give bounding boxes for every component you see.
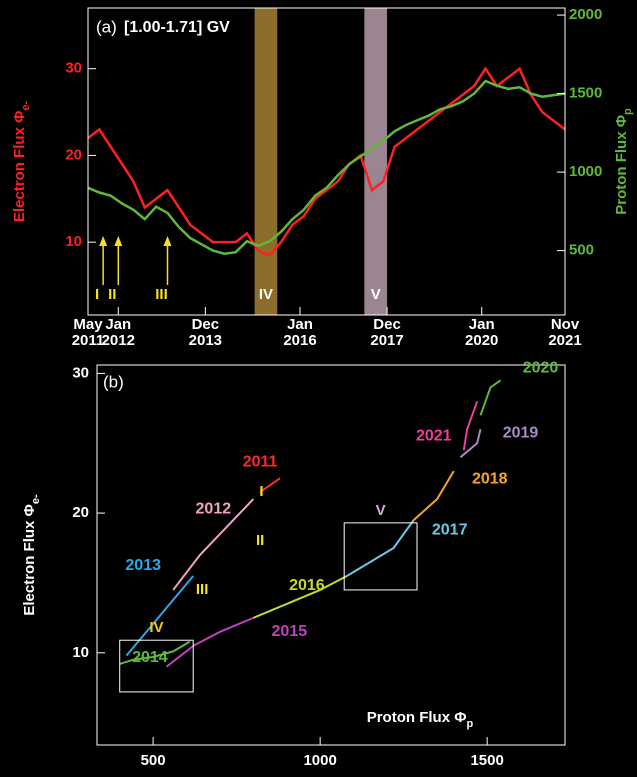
series-label: 2020 <box>523 360 559 377</box>
series-label: 2011 <box>243 453 278 470</box>
y2-tick-label: 500 <box>569 242 594 259</box>
annotation: II <box>256 532 264 549</box>
marker-arrowhead <box>114 236 123 246</box>
axis-label-sub: p <box>622 108 634 115</box>
axis-label: Proton Flux Φp <box>367 709 474 730</box>
x-tick-label-line: 2013 <box>189 332 222 349</box>
series-label: 2018 <box>472 470 508 487</box>
series-label: 2015 <box>272 623 308 640</box>
data-line <box>119 640 191 665</box>
y2-tick-label: 2000 <box>569 6 602 23</box>
plot-frame <box>87 7 566 316</box>
y-tick-label: 20 <box>65 146 82 163</box>
y-tick-label: 30 <box>72 364 89 381</box>
data-line <box>125 575 194 657</box>
x-tick-label: Nov 2021 <box>548 316 581 349</box>
x-tick-label-line: 2011 <box>72 332 105 349</box>
data-line <box>87 79 566 256</box>
shaded-period <box>364 8 388 315</box>
x-tick-label-line: 2012 <box>102 332 135 349</box>
y-tick-label: 30 <box>65 60 82 77</box>
axis-label-text: Electron Flux Φ <box>11 111 28 223</box>
region-box <box>119 639 194 693</box>
y2-tick-label: 1000 <box>569 163 602 180</box>
axis-label: Electron Flux Φe- <box>21 494 42 616</box>
axis-label: Electron Flux Φe- <box>11 101 32 223</box>
series-label: 2013 <box>125 557 161 574</box>
region-label: V <box>376 502 386 519</box>
series-label: 2012 <box>196 500 232 517</box>
x-tick-label: 1500 <box>470 752 503 769</box>
series-label: 2017 <box>432 521 468 538</box>
axis-label-text: Proton Flux Φ <box>613 115 630 215</box>
x-tick-label-line: 2020 <box>465 332 498 349</box>
panel-subtitle: [1.00-1.71] GV <box>124 19 230 36</box>
x-tick-label: Jan 2012 <box>102 316 135 349</box>
x-tick-label-line: Nov <box>551 316 580 333</box>
axis-label-sub: p <box>467 718 474 730</box>
x-tick-label: 1000 <box>303 752 336 769</box>
plot-frame <box>96 364 566 746</box>
data-line <box>479 379 502 416</box>
x-tick-label-line: Jan <box>287 316 313 333</box>
x-tick-label: 500 <box>141 752 166 769</box>
data-line <box>165 616 254 668</box>
x-tick-label: Jan 2016 <box>283 316 316 349</box>
x-tick-label-line: Dec <box>373 316 401 333</box>
x-tick-label: Dec 2017 <box>370 316 403 349</box>
axis-label-text: Proton Flux Φ <box>367 709 467 726</box>
marker-label: III <box>155 286 168 303</box>
marker-label: I <box>95 286 99 303</box>
x-tick-label-line: Jan <box>469 316 495 333</box>
series-label: 2019 <box>503 424 539 441</box>
x-tick-label-line: Jan <box>105 316 131 333</box>
region-label: IV <box>149 619 163 636</box>
x-tick-label: May 2011 <box>72 316 105 349</box>
y-tick-label: 10 <box>65 233 82 250</box>
axis-label-sub: e- <box>20 101 32 111</box>
x-tick-label-line: 2021 <box>548 332 581 349</box>
shaded-period <box>254 8 278 315</box>
data-line <box>87 66 566 257</box>
series-label: 2014 <box>132 649 168 666</box>
data-line <box>462 400 479 451</box>
data-line <box>459 429 482 458</box>
x-tick-label-line: May <box>73 316 103 333</box>
series-label: 2016 <box>289 577 325 594</box>
annotation: I <box>259 483 263 500</box>
x-tick-label-line: Dec <box>192 316 220 333</box>
axis-label-text: Electron Flux Φ <box>21 504 38 616</box>
marker-label: II <box>108 286 116 303</box>
period-label: V <box>371 286 381 303</box>
series-label: 2021 <box>416 427 452 444</box>
y-tick-label: 10 <box>72 644 89 661</box>
x-tick-label: Dec 2013 <box>189 316 222 349</box>
period-label: IV <box>259 286 273 303</box>
data-line <box>259 477 281 493</box>
data-line <box>413 470 455 521</box>
marker-arrowhead <box>163 236 172 246</box>
x-tick-label: Jan 2020 <box>465 316 498 349</box>
x-tick-label-line: 2017 <box>370 332 403 349</box>
panel-title: (b) <box>103 372 124 391</box>
data-line <box>252 575 348 619</box>
data-line <box>346 519 415 577</box>
x-tick-label-line: 2016 <box>283 332 316 349</box>
axis-label-sub: e- <box>30 494 42 504</box>
y-tick-label: 20 <box>72 504 89 521</box>
annotation: III <box>196 581 209 598</box>
region-box <box>343 522 418 591</box>
axis-label: Proton Flux Φp <box>613 108 634 215</box>
marker-arrowhead <box>99 236 108 246</box>
y2-tick-label: 1500 <box>569 85 602 102</box>
panel-title: (a) <box>96 17 117 36</box>
data-line <box>172 498 255 591</box>
